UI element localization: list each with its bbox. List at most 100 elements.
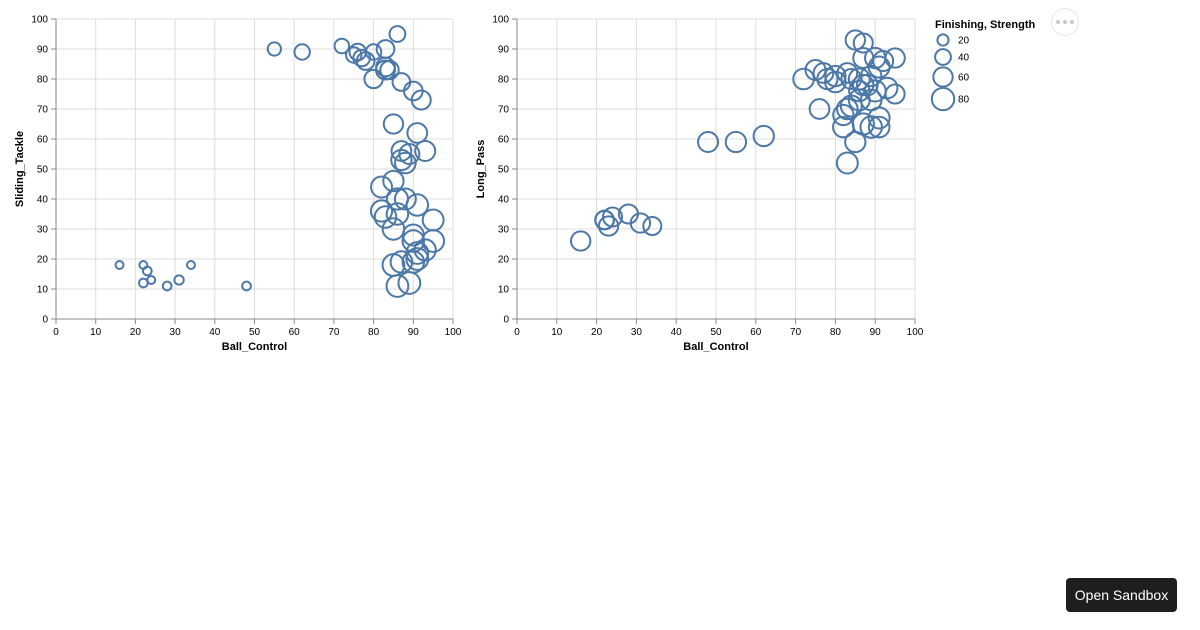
- data-point: [364, 43, 383, 61]
- data-point: [414, 140, 437, 162]
- data-point: [836, 97, 859, 121]
- scatter-plot-2: 0 10 20 30 40 50 60 70 80 90 100 0 10 20 30 40 50 60 70 80 9…: [475, 15, 924, 354]
- y-axis-title: Long_Pass: [475, 140, 487, 199]
- data-point: [860, 64, 883, 88]
- data-point: [642, 215, 663, 237]
- legend-label: 80: [958, 95, 970, 106]
- legend-symbol: [934, 48, 952, 66]
- y-tick-label: 50: [498, 165, 510, 176]
- y-tick-label: 40: [498, 195, 510, 206]
- menu-dot: [1070, 20, 1074, 24]
- data-point: [867, 106, 891, 130]
- more-horizontal-icon: [1056, 20, 1060, 24]
- y-axis-title: Sliding_Tackle: [14, 131, 26, 207]
- data-point: [824, 64, 847, 88]
- data-point: [839, 94, 863, 118]
- data-point: [844, 130, 867, 154]
- x-tick-label: 50: [249, 327, 261, 338]
- data-point: [867, 115, 891, 139]
- x-tick-label: 10: [551, 327, 563, 338]
- y-tick-label: 100: [492, 15, 509, 26]
- x-tick-label: 40: [209, 327, 221, 338]
- data-point: [832, 115, 855, 139]
- data-point: [852, 47, 875, 69]
- data-point: [597, 215, 620, 237]
- data-point: [186, 260, 196, 270]
- data-point: [146, 275, 157, 285]
- data-point: [812, 62, 835, 84]
- data-point: [390, 148, 413, 172]
- y-tick-label: 70: [498, 105, 510, 116]
- data-point: [629, 212, 652, 234]
- data-point: [266, 41, 282, 57]
- x-tick-label: 80: [368, 327, 380, 338]
- data-point: [241, 280, 252, 292]
- x-tick-label: 70: [790, 327, 802, 338]
- y-tick-label: 70: [37, 105, 49, 116]
- data-point: [370, 175, 393, 199]
- data-point: [569, 230, 592, 252]
- y-tick-label: 30: [37, 225, 49, 236]
- open-sandbox-button[interactable]: Open Sandbox: [1066, 578, 1177, 612]
- y-tick-label: 90: [498, 45, 510, 56]
- x-tick-label: 0: [53, 327, 59, 338]
- x-tick-label: 40: [671, 327, 683, 338]
- x-tick-label: 60: [289, 327, 301, 338]
- x-tick-label: 80: [830, 327, 842, 338]
- legend-symbol: [932, 66, 954, 88]
- x-axis-title: Ball_Control: [222, 341, 287, 353]
- data-point: [836, 62, 859, 84]
- x-axis-title: Ball_Control: [683, 341, 748, 353]
- y-tick-label: 90: [37, 45, 49, 56]
- data-point: [752, 124, 775, 148]
- data-point: [602, 206, 624, 228]
- data-point: [405, 247, 430, 271]
- data-point: [421, 208, 445, 232]
- legend-label: 60: [958, 73, 970, 84]
- x-tick-label: 20: [130, 327, 142, 338]
- data-point: [410, 89, 432, 111]
- y-tick-label: 80: [37, 75, 49, 86]
- y-tick-label: 10: [37, 285, 49, 296]
- legend-symbol: [936, 33, 950, 47]
- x-tick-label: 70: [328, 327, 340, 338]
- x-tick-label: 60: [750, 327, 762, 338]
- data-point: [385, 202, 410, 226]
- data-point: [406, 122, 429, 144]
- x-tick-label: 90: [870, 327, 882, 338]
- data-point: [405, 193, 430, 217]
- x-tick-label: 30: [170, 327, 182, 338]
- y-tick-label: 30: [498, 225, 510, 236]
- legend-title: Finishing, Strength: [935, 19, 1035, 31]
- data-point: [114, 260, 125, 270]
- data-point: [421, 229, 446, 253]
- x-tick-label: 50: [710, 327, 722, 338]
- data-point: [872, 50, 895, 72]
- y-tick-label: 80: [498, 75, 510, 86]
- legend-label: 40: [958, 53, 970, 64]
- data-point: [884, 83, 906, 105]
- scatter-plot-1: 0 10 20 30 40 50 60 70 80 90 100 0 10 20 30 40 50 60 70 80 9…: [14, 15, 462, 354]
- data-point: [293, 43, 311, 61]
- data-point: [173, 274, 185, 286]
- x-tick-label: 20: [591, 327, 603, 338]
- chart-actions-menu-button[interactable]: [1051, 8, 1079, 36]
- data-point: [389, 250, 414, 274]
- x-tick-label: 30: [631, 327, 643, 338]
- menu-dot: [1063, 20, 1067, 24]
- data-point: [369, 199, 394, 223]
- y-tick-label: 0: [42, 315, 48, 326]
- y-tick-label: 10: [498, 285, 510, 296]
- data-point: [852, 32, 874, 54]
- data-point: [391, 72, 412, 92]
- data-point: [724, 130, 748, 154]
- data-point: [161, 280, 173, 292]
- data-point: [859, 115, 883, 139]
- data-point: [397, 271, 422, 295]
- data-point: [388, 25, 407, 43]
- data-point: [394, 151, 417, 175]
- data-point: [374, 59, 397, 81]
- data-point: [884, 47, 906, 69]
- data-point: [808, 98, 831, 120]
